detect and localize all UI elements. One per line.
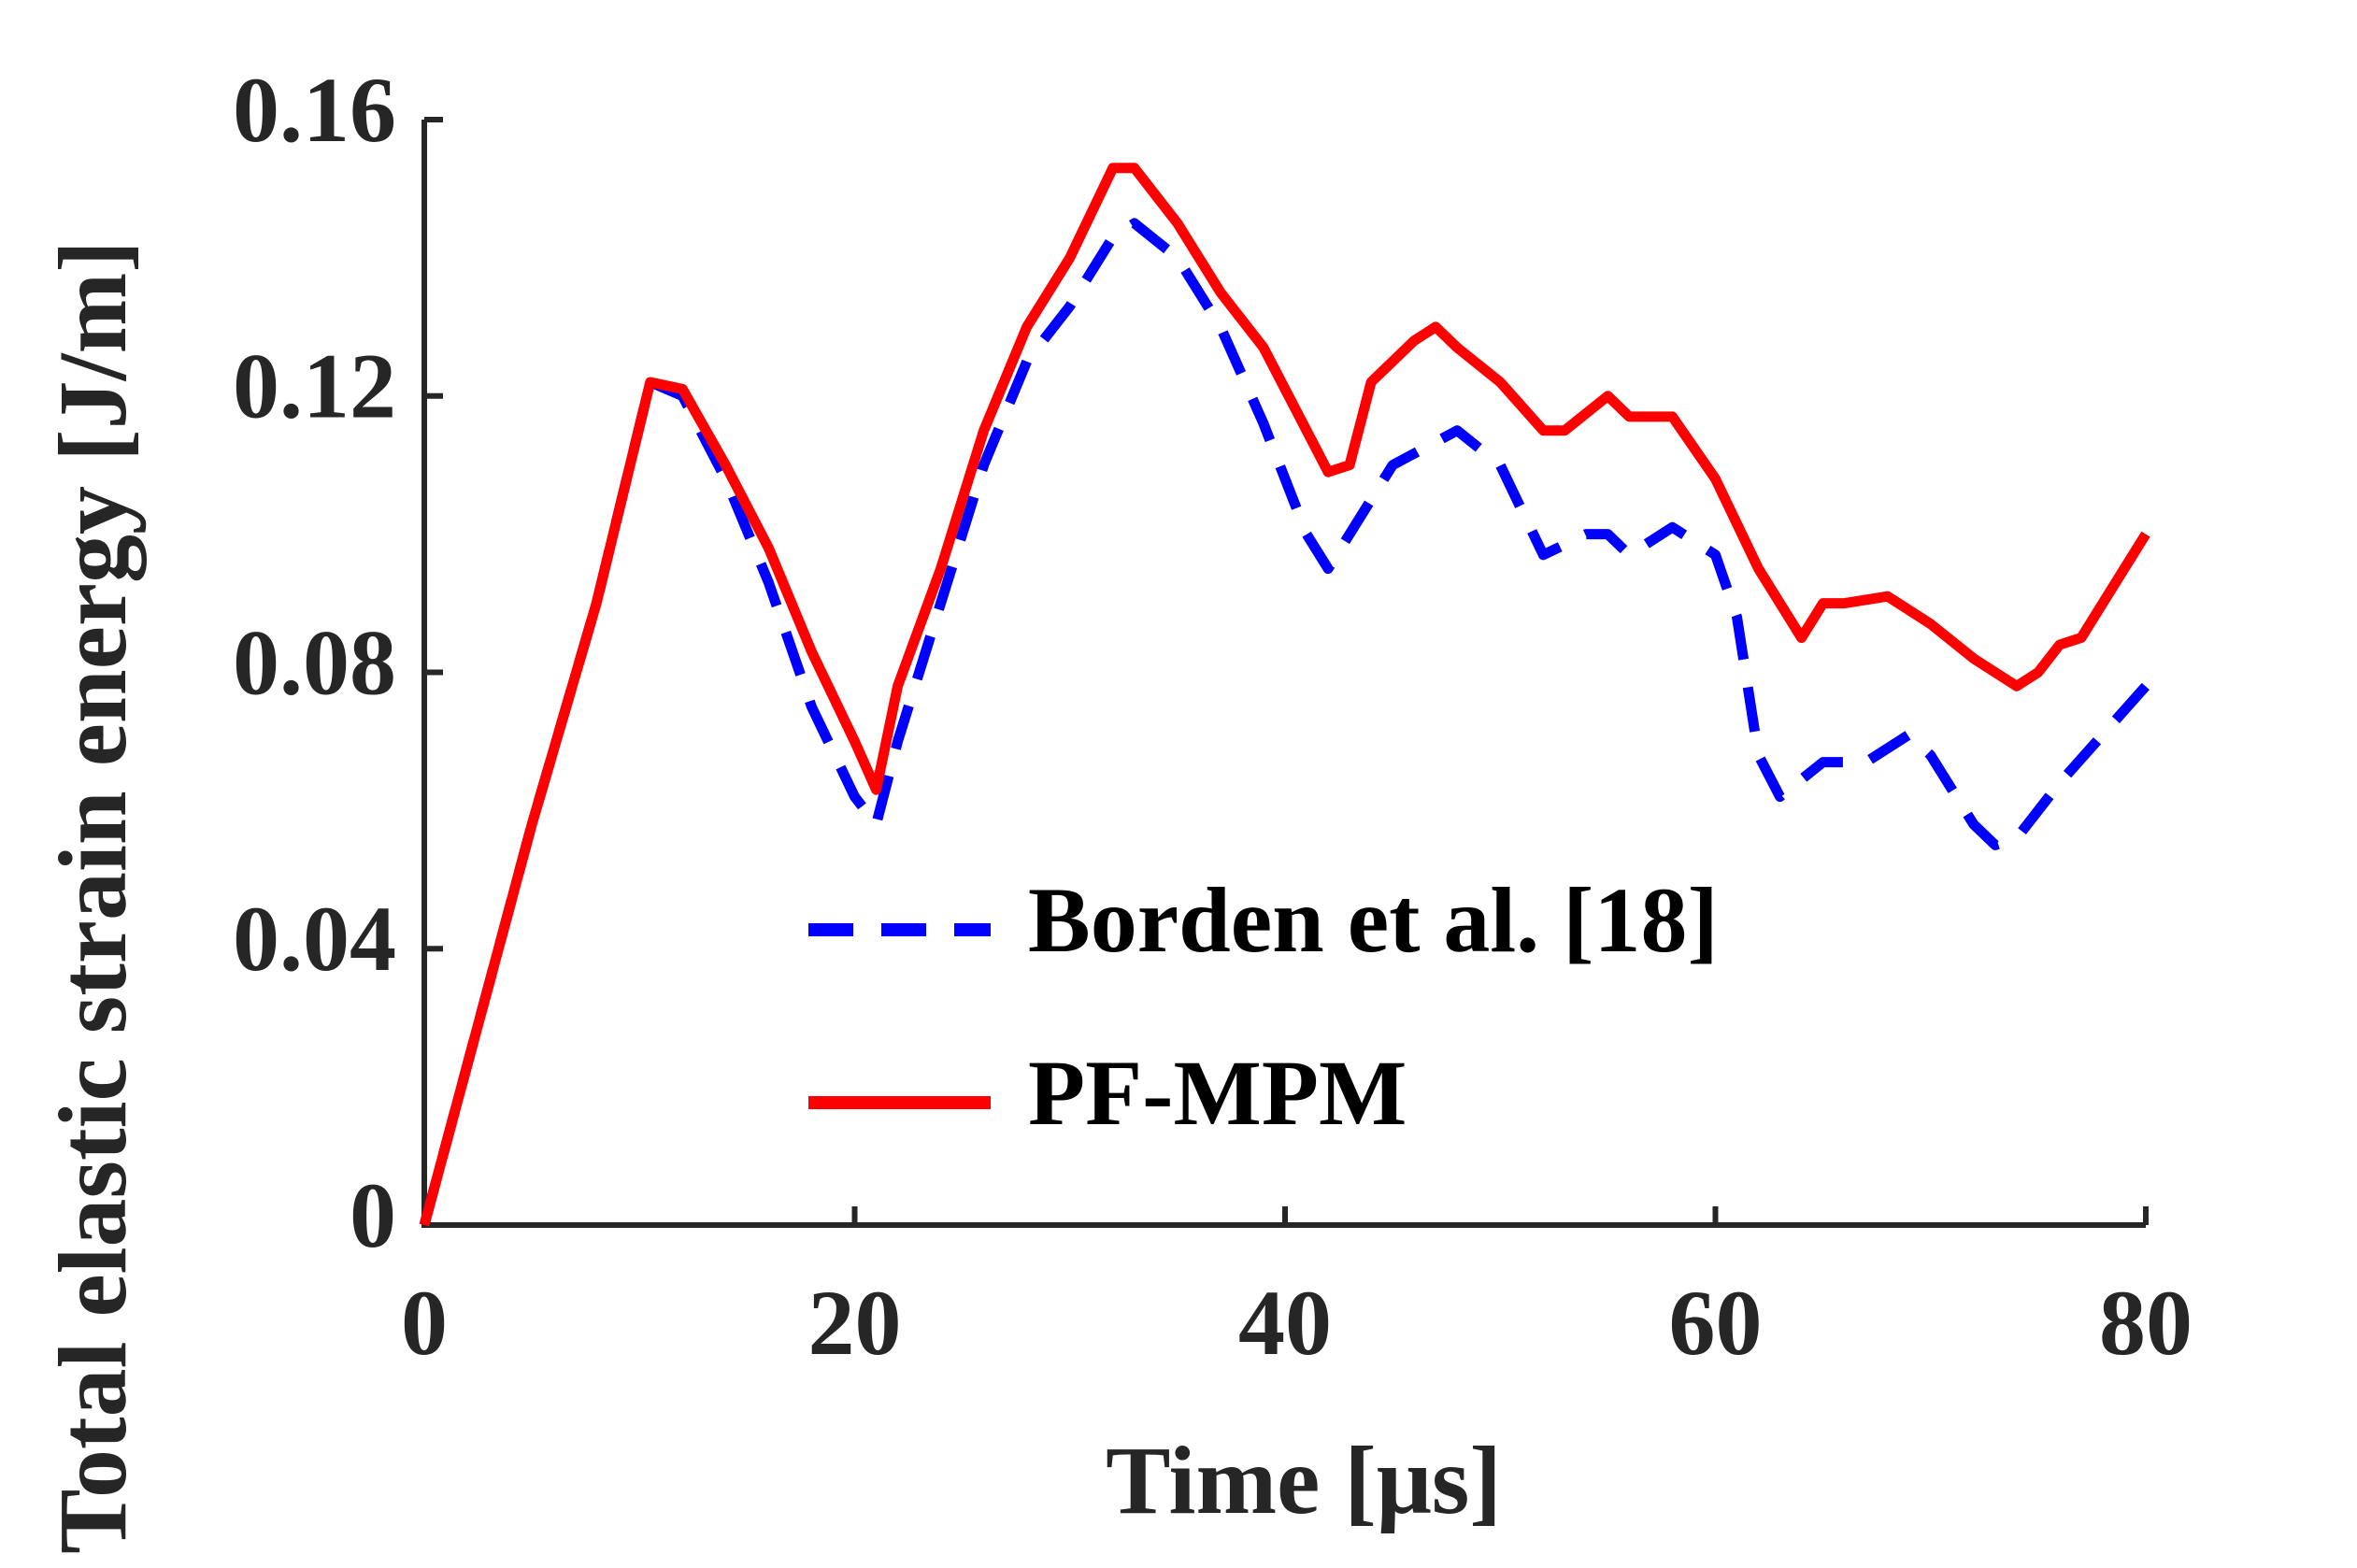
- data-line: [419, 163, 2150, 1227]
- y-tick-label: 0.16: [233, 58, 396, 162]
- legend-label: PF-MPM: [1028, 1041, 1407, 1145]
- x-tick-label: 40: [1238, 1271, 1332, 1375]
- x-axis-label: Time [μs]: [1106, 1427, 1502, 1534]
- x-tick-label: 60: [1669, 1271, 1763, 1375]
- x-tick-label: 0: [401, 1271, 448, 1375]
- x-tick-label: 80: [2099, 1271, 2193, 1375]
- y-tick-label: 0.04: [233, 887, 396, 991]
- y-tick-label: 0.08: [233, 610, 396, 714]
- legend-label: Borden et al. [18]: [1028, 868, 1719, 972]
- x-tick-label: 20: [808, 1271, 902, 1375]
- data-line: [419, 218, 2150, 1227]
- y-axis-label: Total elastic strain energy [J/m]: [39, 240, 147, 1554]
- y-tick-label: 0: [350, 1163, 396, 1267]
- y-tick-label: 0.12: [233, 335, 396, 438]
